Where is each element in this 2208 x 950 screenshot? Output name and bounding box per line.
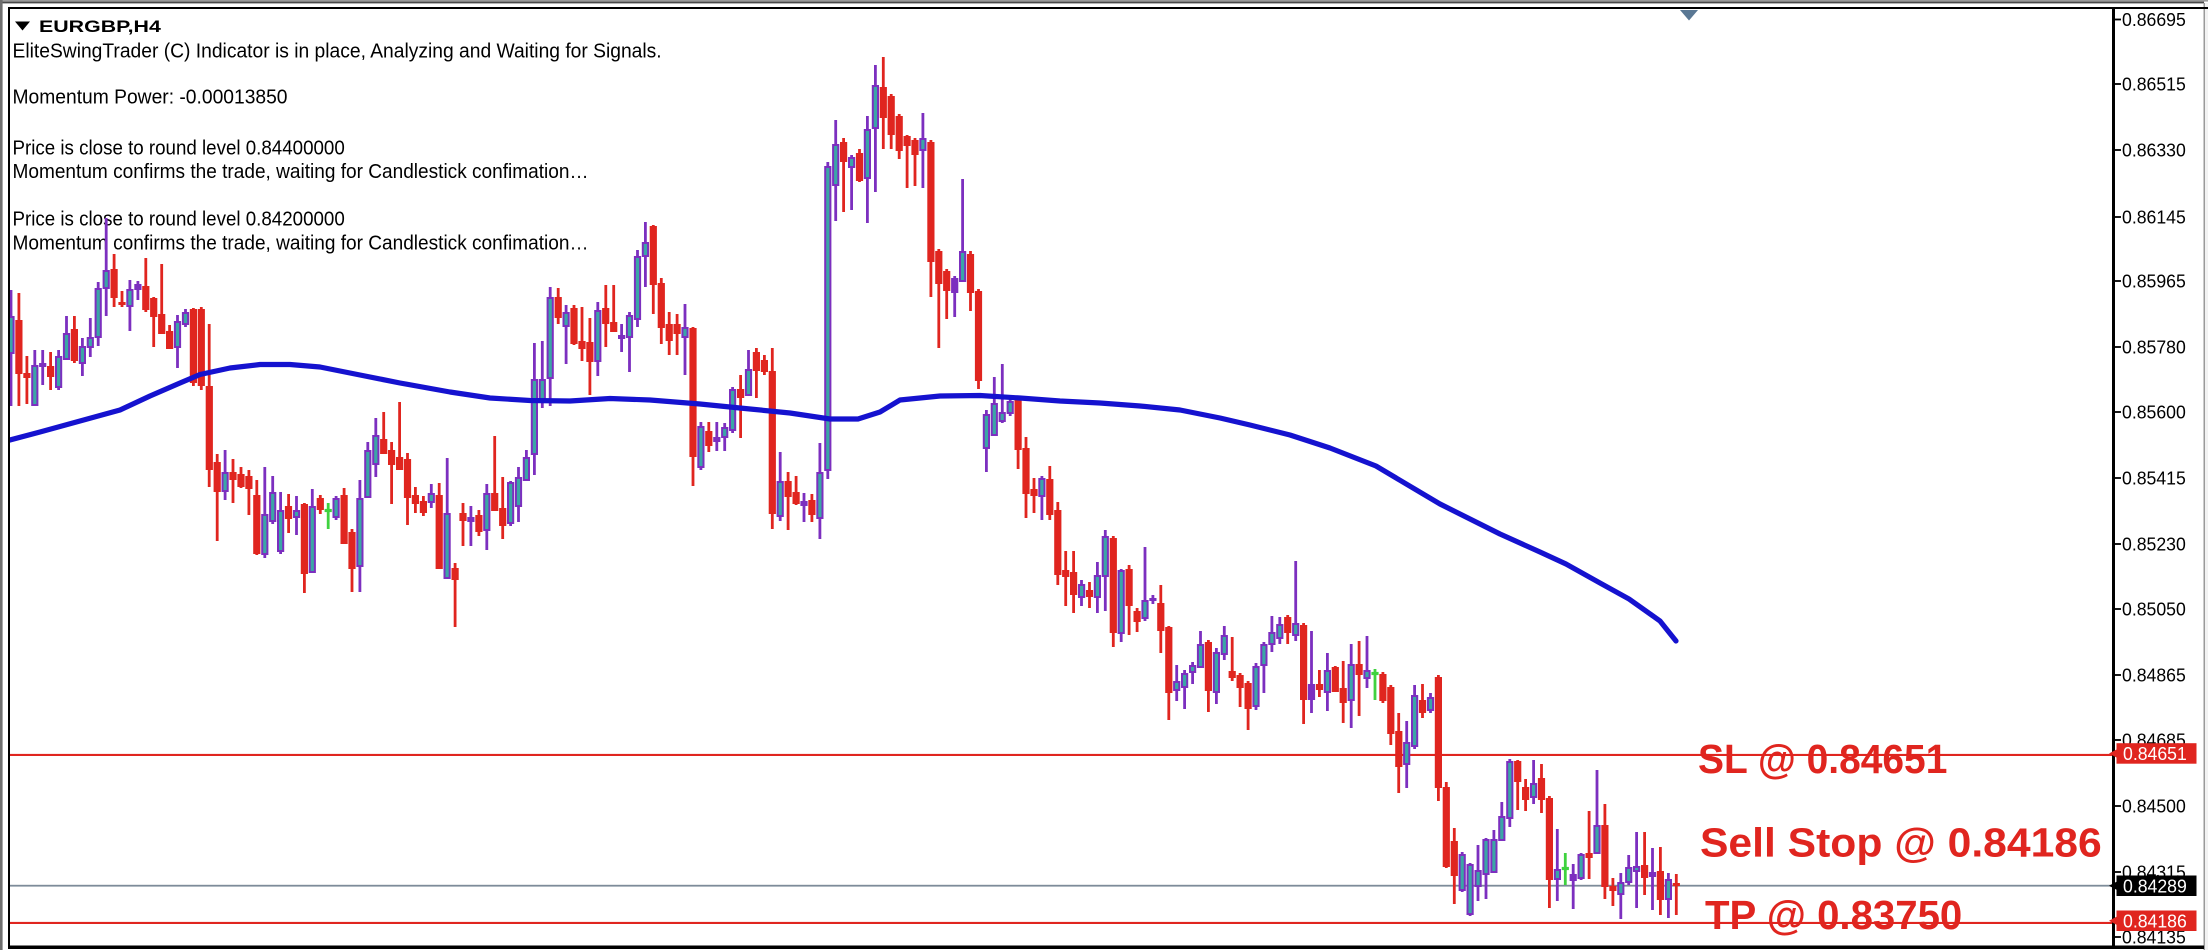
svg-text:0.84651: 0.84651 <box>2123 744 2187 764</box>
svg-text:Sell Stop @ 0.84186: Sell Stop @ 0.84186 <box>1700 819 2102 865</box>
svg-text:TP @ 0.83750: TP @ 0.83750 <box>1705 892 1962 938</box>
svg-text:0.86145: 0.86145 <box>2122 207 2186 227</box>
svg-text:Momentum Power: -0.00013850: Momentum Power: -0.00013850 <box>13 86 288 109</box>
svg-text:EURGBP,H4: EURGBP,H4 <box>39 18 161 36</box>
svg-text:0.85600: 0.85600 <box>2122 402 2186 422</box>
svg-text:0.86330: 0.86330 <box>2122 140 2186 160</box>
svg-text:0.85780: 0.85780 <box>2122 337 2186 357</box>
svg-text:Price is close to round level: Price is close to round level 0.84400000 <box>13 137 345 160</box>
svg-text:0.86695: 0.86695 <box>2122 10 2186 30</box>
svg-text:0.84500: 0.84500 <box>2122 796 2186 816</box>
svg-text:Momentum confirms the trade, w: Momentum confirms the trade, waiting for… <box>13 161 589 184</box>
svg-text:0.84186: 0.84186 <box>2123 911 2187 931</box>
svg-text:0.86515: 0.86515 <box>2122 74 2186 94</box>
svg-text:EliteSwingTrader (C) Indicator: EliteSwingTrader (C) Indicator is in pla… <box>13 40 662 63</box>
svg-text:SL @ 0.84651: SL @ 0.84651 <box>1698 737 1947 782</box>
svg-text:Price is close to round level: Price is close to round level 0.84200000 <box>13 208 345 231</box>
svg-text:0.85230: 0.85230 <box>2122 534 2186 554</box>
svg-text:0.84865: 0.84865 <box>2122 665 2186 685</box>
svg-text:0.85050: 0.85050 <box>2122 599 2186 619</box>
svg-text:0.84289: 0.84289 <box>2123 876 2187 896</box>
svg-text:Momentum confirms the trade, w: Momentum confirms the trade, waiting for… <box>13 232 589 255</box>
svg-text:0.84135: 0.84135 <box>2122 927 2186 947</box>
svg-text:0.85965: 0.85965 <box>2122 271 2186 291</box>
svg-text:0.85415: 0.85415 <box>2122 468 2186 488</box>
